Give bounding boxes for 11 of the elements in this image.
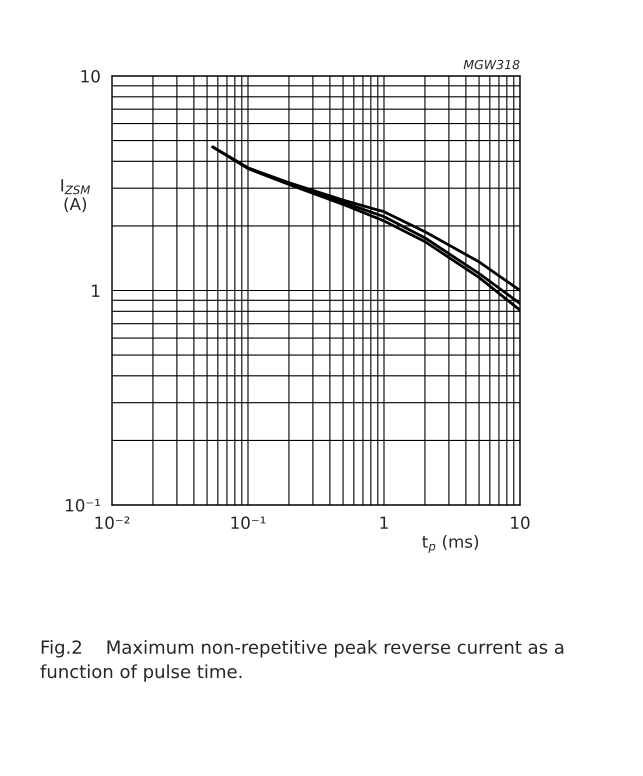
y-axis-title: I$_{ZSM}$ (A) [61,179,90,212]
x-axis-title: t$_{p}$ (ms) [422,535,478,553]
caption: Fig.2 Maximum non-repetitive peak reverse current as a function of pulse time. [40,640,564,682]
y-tick-label: 1 [92,284,100,297]
x-tick-label: 1 [380,516,388,529]
x-tick-label: 10⁻¹ [231,516,266,530]
x-tick-label: 10⁻² [95,516,130,530]
x-tick-label: 10 [511,516,530,530]
y-tick-label: 10⁻¹ [66,498,100,512]
text: MGW318 [464,60,520,70]
y-tick-label: 10 [82,70,100,83]
